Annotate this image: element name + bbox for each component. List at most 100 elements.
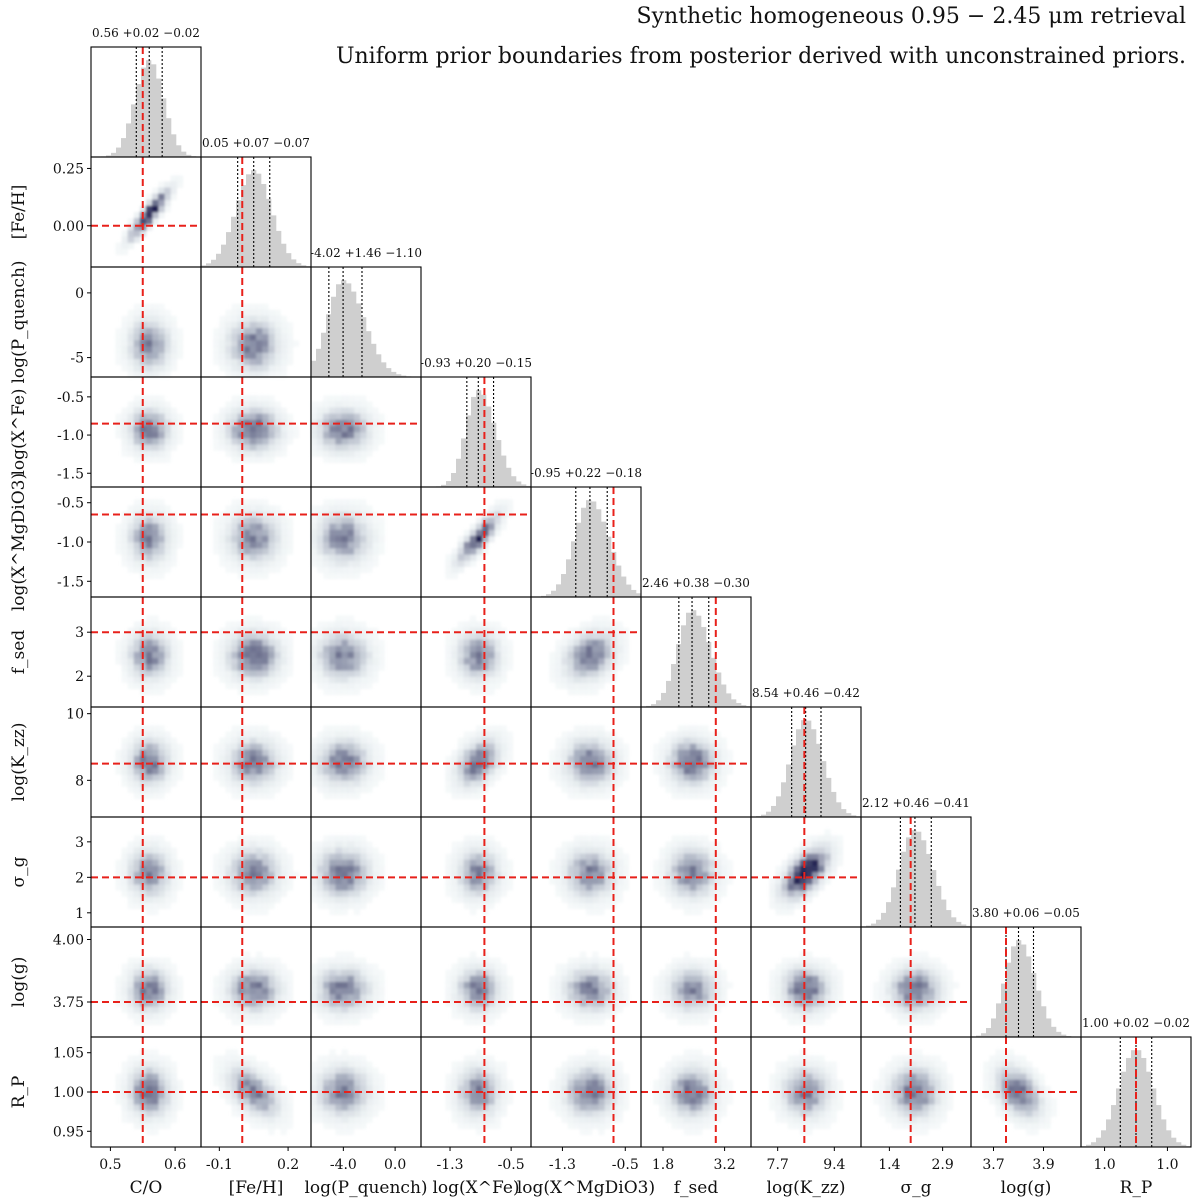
- density-panel-6-1: 3 2 f_sed: [9, 596, 202, 708]
- hist-bar: [346, 283, 352, 377]
- density-panel-6-5: [530, 596, 642, 708]
- density-panel-9-3: [310, 926, 422, 1038]
- hist-bar: [961, 924, 967, 927]
- param-stat-label: -0.95 +0.22 −0.18: [530, 466, 642, 480]
- density-panel-3-2: [200, 266, 312, 378]
- hist-bar: [151, 64, 157, 157]
- x-tick-label: 1.4: [878, 1157, 900, 1173]
- density-panel-8-4: [420, 816, 532, 928]
- hist-bar: [186, 154, 192, 157]
- density-panel-6-3: [310, 596, 422, 708]
- density-cells: [549, 615, 630, 696]
- density-panel-9-6: [640, 926, 752, 1038]
- hist-bar: [986, 1028, 992, 1037]
- hist-bar: [1131, 1050, 1137, 1147]
- density-cells: [445, 835, 514, 916]
- param-stat-label: 0.05 +0.07 −0.07: [202, 136, 310, 150]
- hist-bar: [466, 415, 472, 487]
- density-panel-8-5: [530, 816, 642, 928]
- x-tick-label: 1.8: [652, 1157, 674, 1173]
- y-axis-label: σ_g: [9, 856, 29, 887]
- density-cells: [115, 303, 184, 378]
- density-panel-7-1: 10 8 log(K_zz): [9, 706, 202, 818]
- hist-bar: [216, 253, 222, 267]
- density-panel-9-7: [750, 926, 862, 1038]
- density-panel-7-4: [420, 706, 532, 818]
- hist-bar: [356, 303, 362, 377]
- x-axis-label: [Fe/H]: [229, 1178, 284, 1198]
- hist-bar: [461, 438, 467, 487]
- density-cells: [549, 835, 630, 916]
- density-cells: [115, 499, 184, 580]
- hist-bar: [1056, 1031, 1062, 1037]
- y-axis-label: [Fe/H]: [9, 185, 29, 240]
- hist-bar: [726, 693, 732, 707]
- x-tick-label: 0.5: [99, 1157, 121, 1173]
- density-cells: [213, 303, 300, 378]
- density-cells: [213, 499, 294, 580]
- density-panel-5-2: [200, 486, 312, 598]
- hist-bar: [796, 729, 802, 817]
- hist-bar: [246, 174, 252, 267]
- density-cells: [445, 725, 514, 800]
- density-cells: [653, 725, 734, 800]
- y-axis-label: log(P_quench): [9, 260, 29, 383]
- hist-bar: [276, 230, 282, 267]
- hist-bar: [951, 917, 957, 927]
- density-panel-9-2: [200, 926, 312, 1038]
- hist-bar: [701, 627, 707, 707]
- y-tick-label: 2: [75, 870, 84, 886]
- density-cells: [213, 725, 294, 800]
- hist-bar: [496, 440, 502, 487]
- x-tick-label: 0.2: [277, 1157, 299, 1173]
- hist-bar: [1051, 1026, 1057, 1037]
- y-tick-label: -1.5: [57, 466, 84, 482]
- x-axis-label: log(X^MgDiO3): [517, 1178, 655, 1198]
- hist-bar: [656, 700, 662, 707]
- hist-bar: [451, 473, 457, 487]
- x-tick-label: -1.3: [437, 1157, 464, 1173]
- hist-bar: [691, 610, 697, 707]
- hist-bar: [141, 67, 147, 157]
- hist-bar: [566, 559, 572, 597]
- density-panel-9-1: 4.00 3.75 log(g): [9, 926, 202, 1038]
- hist-bar: [261, 184, 267, 267]
- y-tick-label: 2: [75, 669, 84, 685]
- x-axis-label: R_P: [1120, 1178, 1153, 1198]
- hist-bar: [366, 331, 372, 377]
- density-panel-5-1: -0.5 -1.0 -1.5 log(X^MgDiO3): [9, 473, 202, 611]
- hist-bar: [1116, 1088, 1122, 1147]
- hist-bar: [136, 84, 142, 157]
- param-stat-label: 1.00 +0.02 −0.02: [1082, 1016, 1190, 1030]
- hist-bar: [571, 541, 577, 597]
- density-cells: [445, 951, 514, 1026]
- hist-panel-1: 0.56 +0.02 −0.02: [90, 26, 202, 158]
- density-cells: [769, 829, 844, 916]
- hist-bar: [396, 374, 402, 377]
- x-tick-label: -1.3: [549, 1157, 576, 1173]
- hist-bar: [351, 291, 357, 377]
- density-cells: [115, 835, 184, 916]
- hist-bar: [711, 657, 717, 707]
- density-panel-7-6: [640, 706, 752, 818]
- density-cells: [311, 615, 385, 696]
- density-cells: [983, 1049, 1057, 1136]
- hist-bar: [1156, 1105, 1162, 1147]
- density-panel-8-1: 3 2 1 σ_g: [9, 816, 202, 928]
- hist-bar: [446, 481, 452, 487]
- x-axis-label: log(P_quench): [304, 1178, 427, 1198]
- hist-bar: [1086, 1144, 1092, 1147]
- hist-panel-4: -0.93 +0.20 −0.15: [420, 356, 532, 488]
- hist-bar: [1151, 1088, 1157, 1147]
- hist-bar: [941, 899, 947, 927]
- hist-bar: [521, 484, 527, 487]
- hist-bar: [1036, 990, 1042, 1037]
- y-axis-label: log(K_zz): [9, 723, 29, 802]
- hist-bar: [511, 476, 517, 487]
- density-cells: [873, 1049, 954, 1136]
- density-cells: [549, 1049, 630, 1136]
- hist-bar: [546, 594, 552, 597]
- density-cells: [311, 725, 385, 800]
- hist-panel-10: 1.00 +0.02 −0.021.0 1.0R_P: [1080, 1016, 1192, 1198]
